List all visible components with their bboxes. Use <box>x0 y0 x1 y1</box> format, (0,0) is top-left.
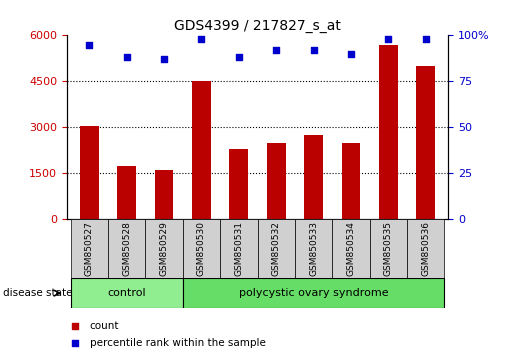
Bar <box>183 219 220 278</box>
Text: GSM850536: GSM850536 <box>421 221 430 276</box>
Text: GSM850527: GSM850527 <box>85 221 94 276</box>
Bar <box>145 219 183 278</box>
Bar <box>295 219 332 278</box>
Point <box>123 55 131 60</box>
Bar <box>192 81 211 219</box>
Point <box>71 323 79 329</box>
Title: GDS4399 / 217827_s_at: GDS4399 / 217827_s_at <box>174 19 341 33</box>
Point <box>160 57 168 62</box>
Bar <box>258 219 295 278</box>
Text: GSM850533: GSM850533 <box>309 221 318 276</box>
Text: polycystic ovary syndrome: polycystic ovary syndrome <box>239 288 388 298</box>
Bar <box>379 45 398 219</box>
Bar <box>416 66 435 219</box>
Bar <box>370 219 407 278</box>
Point <box>85 42 94 47</box>
Bar <box>267 143 285 219</box>
Text: control: control <box>108 288 146 298</box>
Text: GSM850530: GSM850530 <box>197 221 206 276</box>
Bar <box>332 219 370 278</box>
Text: count: count <box>90 321 119 331</box>
Bar <box>80 126 99 219</box>
Text: GSM850535: GSM850535 <box>384 221 393 276</box>
Text: GSM850532: GSM850532 <box>272 221 281 276</box>
Point <box>272 47 280 53</box>
Bar <box>407 219 444 278</box>
Bar <box>117 166 136 219</box>
Text: GSM850531: GSM850531 <box>234 221 243 276</box>
Point <box>384 36 392 42</box>
Point <box>421 36 430 42</box>
Bar <box>108 219 145 278</box>
Bar <box>341 143 360 219</box>
Text: disease state: disease state <box>3 288 72 298</box>
Bar <box>71 278 183 308</box>
Text: percentile rank within the sample: percentile rank within the sample <box>90 338 266 348</box>
Point <box>197 36 205 42</box>
Point <box>310 47 318 53</box>
Point <box>235 55 243 60</box>
Point <box>347 51 355 57</box>
Bar <box>220 219 258 278</box>
Text: GSM850528: GSM850528 <box>122 221 131 276</box>
Bar <box>230 149 248 219</box>
Bar <box>71 219 108 278</box>
Bar <box>154 170 174 219</box>
Bar <box>304 135 323 219</box>
Text: GSM850534: GSM850534 <box>347 221 355 276</box>
Text: GSM850529: GSM850529 <box>160 221 168 276</box>
Point <box>71 341 79 346</box>
Bar <box>183 278 444 308</box>
